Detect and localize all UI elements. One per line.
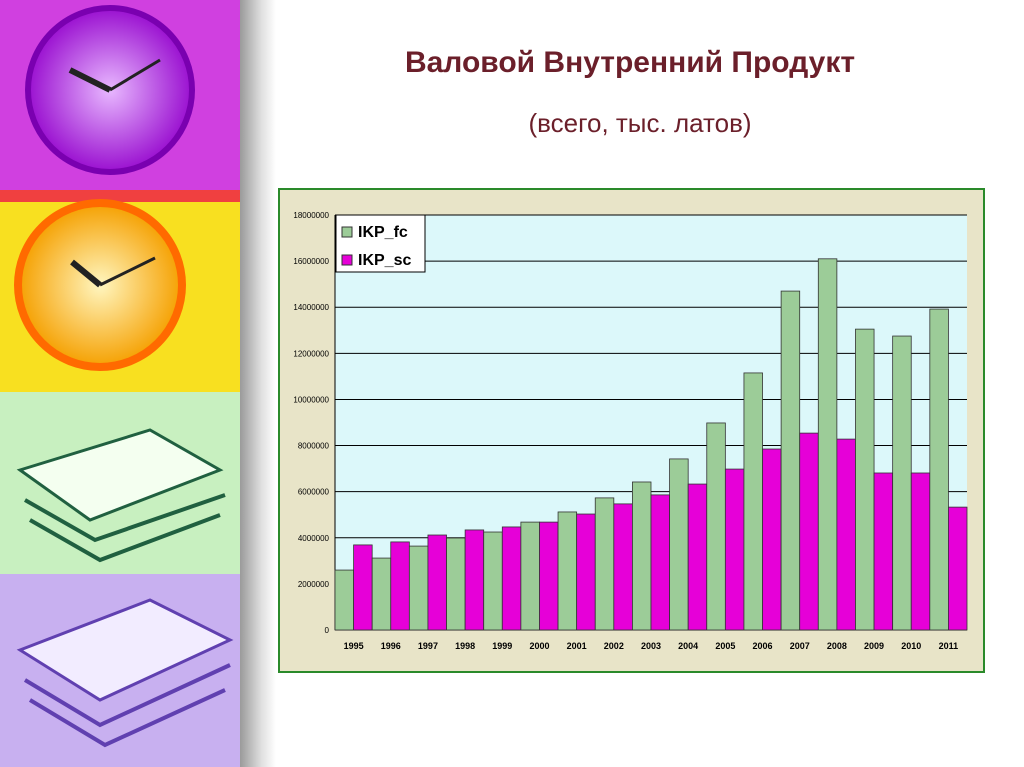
- bar: [594, 497, 615, 631]
- y-tick-label: 6000000: [298, 488, 330, 497]
- bar: [948, 506, 968, 631]
- clock-hand: [109, 58, 161, 92]
- bar: [390, 541, 410, 631]
- x-tick-label: 2006: [753, 641, 773, 651]
- bar: [873, 472, 894, 631]
- y-tick-label: 12000000: [293, 349, 329, 358]
- bar: [855, 328, 875, 631]
- x-tick-label: 2011: [939, 641, 959, 651]
- x-tick-label: 2009: [864, 641, 884, 651]
- x-tick-label: 1995: [344, 641, 364, 651]
- bar: [632, 481, 652, 631]
- bar: [446, 537, 466, 631]
- bar: [724, 468, 745, 631]
- bar: [334, 569, 354, 631]
- bar: [501, 526, 522, 631]
- books: [24, 493, 226, 563]
- x-tick-label: 2007: [790, 641, 810, 651]
- bar: [650, 494, 670, 631]
- bar: [762, 448, 782, 631]
- y-tick-label: 8000000: [298, 442, 330, 451]
- divider: [0, 190, 240, 202]
- bar: [836, 438, 856, 631]
- title: Валовой Внутренний Продукт: [404, 46, 856, 79]
- bar: [743, 372, 763, 631]
- x-tick-label: 2000: [529, 641, 549, 651]
- x-tick-label: 1997: [418, 641, 438, 651]
- books: [16, 598, 234, 702]
- y-tick-label: 10000000: [293, 395, 329, 404]
- clock-hand: [70, 259, 102, 288]
- bar: [353, 544, 373, 631]
- bar: [799, 432, 819, 631]
- bar: [892, 335, 912, 631]
- x-tick-label: 2005: [715, 641, 735, 651]
- x-tick-label: 1998: [455, 641, 475, 651]
- legend-label: IKP_sc: [358, 252, 411, 269]
- x-tick-label: 1999: [492, 641, 512, 651]
- x-tick-label: 2008: [827, 641, 847, 651]
- bar: [520, 521, 540, 631]
- y-tick-label: 0: [325, 626, 330, 635]
- clock-hand: [68, 67, 112, 93]
- shadow: [240, 0, 276, 767]
- bar: [687, 483, 708, 631]
- y-tick-label: 4000000: [298, 534, 330, 543]
- y-tick-label: 16000000: [293, 257, 329, 266]
- y-tick-label: 14000000: [293, 303, 329, 312]
- bar: [427, 534, 447, 631]
- bar: [910, 472, 931, 631]
- x-tick-label: 2002: [604, 641, 624, 651]
- clock-hand: [99, 256, 156, 287]
- books: [16, 428, 224, 522]
- bar: [539, 521, 559, 631]
- x-tick-label: 2003: [641, 641, 661, 651]
- y-tick-label: 2000000: [298, 580, 330, 589]
- bar: [929, 308, 949, 631]
- books: [23, 663, 231, 748]
- decor-images: [0, 0, 240, 767]
- bar: [613, 503, 633, 631]
- x-tick-label: 2004: [678, 641, 698, 651]
- x-tick-label: 2010: [901, 641, 921, 651]
- bar: [576, 513, 596, 631]
- legend-label: IKP_fc: [358, 224, 408, 241]
- bar: [669, 458, 689, 631]
- x-tick-label: 2001: [567, 641, 587, 651]
- legend-swatch: [341, 254, 353, 266]
- bar: [371, 557, 392, 631]
- bar: [817, 258, 838, 631]
- x-tick-label: 1996: [381, 641, 401, 651]
- y-tick-label: 18000000: [293, 211, 329, 220]
- bar: [483, 531, 503, 631]
- bar: [780, 290, 801, 631]
- legend-swatch: [341, 226, 353, 238]
- bar: [408, 545, 429, 631]
- subtitle: (всего, тыс. латов): [528, 108, 752, 138]
- bar: [557, 511, 578, 631]
- bar: [464, 529, 485, 631]
- bar: [706, 422, 726, 631]
